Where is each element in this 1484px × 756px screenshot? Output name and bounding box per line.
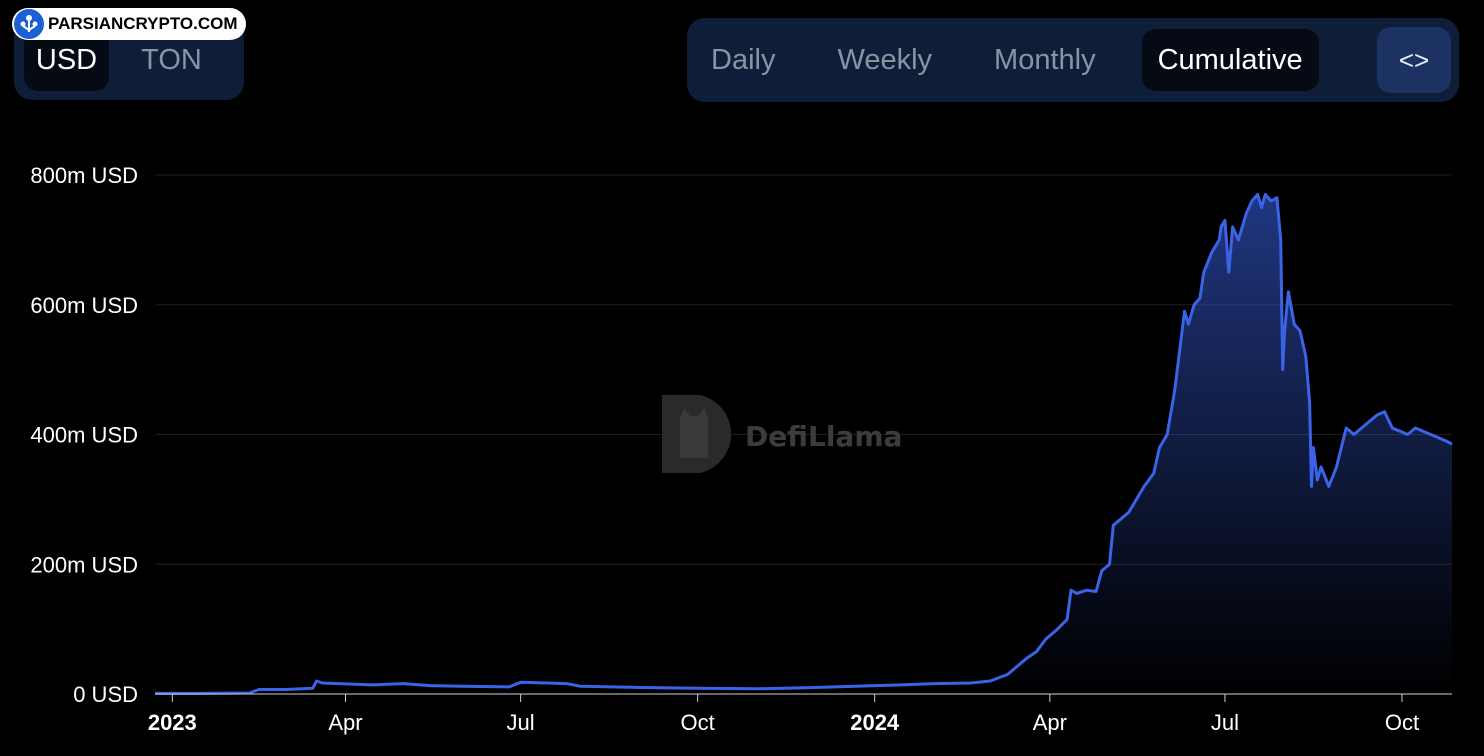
series-line — [155, 193, 1453, 695]
cumulative-option[interactable]: Cumulative — [1141, 29, 1319, 91]
watermark-text: DefiLlama — [745, 420, 902, 453]
x-tick-label: Jul — [507, 710, 535, 735]
weekly-option[interactable]: Weekly — [837, 43, 933, 76]
y-tick-label: 400m USD — [30, 423, 138, 448]
logo-mark-icon — [14, 9, 44, 39]
x-tick-label: Oct — [1385, 710, 1419, 735]
y-tick-label: 200m USD — [30, 552, 138, 577]
llama-logo-icon — [662, 395, 732, 473]
x-tick-label: Oct — [681, 710, 715, 735]
period-toggle: Daily Weekly Monthly Cumulative <> — [687, 18, 1459, 102]
x-tick-label: Apr — [1033, 710, 1067, 735]
y-tick-label: 0 USD — [73, 682, 138, 707]
x-tick-label: 2024 — [850, 710, 900, 735]
y-axis: 0 USD 200m USD 400m USD 600m USD 800m USD — [30, 163, 138, 707]
parsiancrypto-logo: PARSIANCRYPTO.COM — [12, 8, 246, 40]
embed-code-button[interactable]: <> — [1377, 27, 1451, 93]
monthly-option[interactable]: Monthly — [994, 43, 1096, 76]
ton-option[interactable]: TON — [141, 43, 202, 76]
daily-option[interactable]: Daily — [711, 43, 776, 76]
x-tick-label: 2023 — [148, 710, 197, 735]
x-tick-label: Apr — [328, 710, 362, 735]
y-tick-label: 800m USD — [30, 163, 138, 188]
x-axis: 2023 Apr Jul Oct 2024 Apr Jul Oct — [148, 694, 1419, 735]
x-tick-label: Jul — [1211, 710, 1239, 735]
defillama-watermark: DefiLlama — [662, 395, 902, 473]
series-area — [155, 194, 1452, 694]
y-tick-label: 600m USD — [30, 293, 138, 318]
code-brackets-icon: <> — [1398, 44, 1430, 75]
logo-text: PARSIANCRYPTO.COM — [48, 14, 238, 33]
